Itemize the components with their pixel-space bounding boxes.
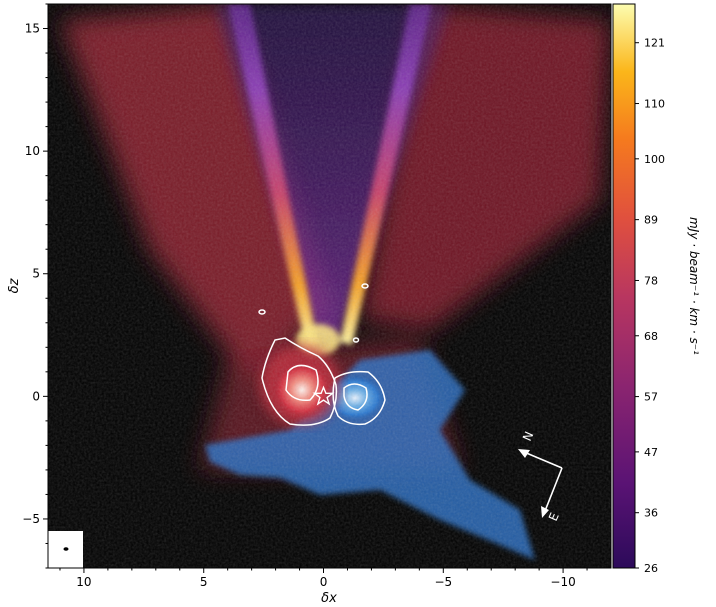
colorbar-tick-label: 26	[644, 562, 658, 575]
plot-frame	[47, 3, 612, 569]
colorbar	[612, 3, 636, 569]
colorbar-tick-label: 47	[644, 446, 658, 459]
noise-texture	[48, 4, 611, 568]
x-tick-label: 0	[320, 575, 328, 589]
y-tick-label: 5	[32, 267, 40, 281]
y-tick-label: −5	[22, 512, 40, 526]
compass	[518, 449, 563, 518]
colorbar-tick-label: 110	[644, 98, 665, 111]
y-tick-label: 15	[25, 22, 40, 36]
beam-indicator	[48, 531, 83, 568]
colorbar-tick-label: 121	[644, 37, 665, 50]
y-axis-label: δz	[7, 277, 22, 293]
colorbar-ticks: 121 110 100 89 78 68 57 47 36 26	[635, 37, 665, 575]
plot-area: N E	[48, 4, 611, 568]
contours	[258, 283, 386, 426]
colorbar-tick-label: 78	[644, 274, 658, 287]
y-tick-label: 10	[25, 144, 40, 158]
colorbar-tick-label: 36	[644, 507, 658, 520]
x-tick-label: −5	[434, 575, 452, 589]
colorbar-tick-label: 89	[644, 214, 658, 227]
y-tick-label: 0	[32, 389, 40, 403]
x-tick-label: −10	[550, 575, 575, 589]
colorbar-tick-label: 57	[644, 391, 658, 404]
x-tick-label: 5	[200, 575, 208, 589]
colorbar-tick-label: 100	[644, 153, 665, 166]
x-axis-label: δx	[321, 591, 337, 606]
x-axis: 10 5 0 −5 −10	[59, 568, 588, 589]
y-axis: −5 0 5 10 15	[22, 3, 48, 569]
x-tick-label: 10	[76, 575, 91, 589]
star-marker	[312, 385, 335, 406]
colorbar-label: mJy · beam⁻¹ · km · s⁻¹	[687, 217, 701, 355]
colorbar-tick-label: 68	[644, 330, 658, 343]
